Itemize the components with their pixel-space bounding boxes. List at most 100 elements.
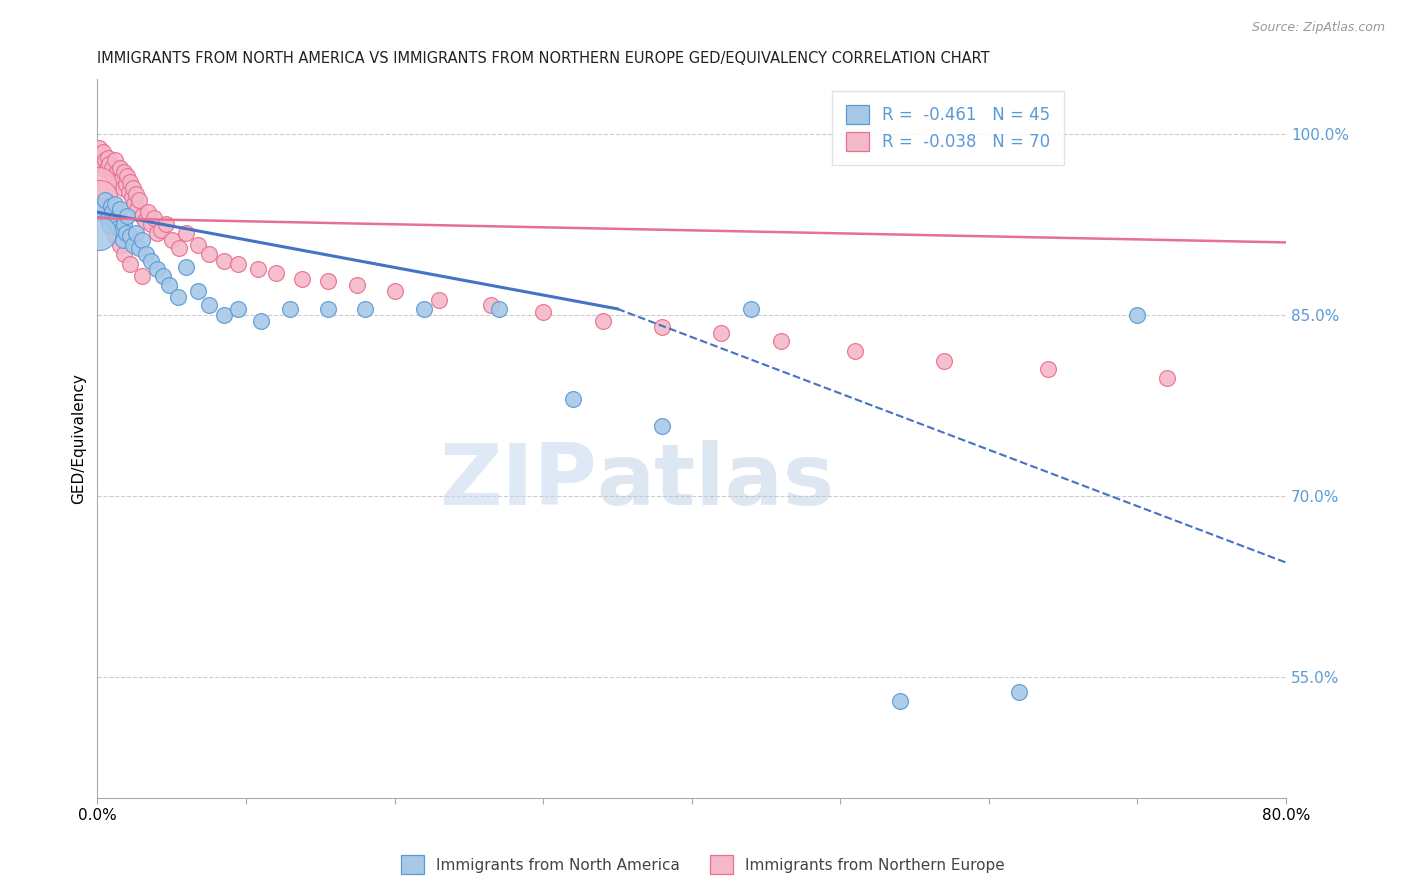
- Point: [90, 157, 112, 171]
- Text: IMMIGRANTS FROM NORTH AMERICA VS IMMIGRANTS FROM NORTHERN EUROPE GED/EQUIVALENCY: IMMIGRANTS FROM NORTH AMERICA VS IMMIGRA…: [97, 51, 990, 66]
- Point: [246, 262, 269, 277]
- Point: [135, 247, 157, 261]
- Point: [114, 178, 136, 192]
- Point: [249, 314, 271, 328]
- Point: [479, 298, 502, 312]
- Point: [651, 320, 673, 334]
- Point: [592, 314, 614, 328]
- Point: [122, 181, 145, 195]
- Point: [1007, 685, 1029, 699]
- Point: [353, 301, 375, 316]
- Point: [1038, 362, 1060, 376]
- Point: [152, 269, 174, 284]
- Point: [346, 277, 368, 292]
- Point: [166, 290, 188, 304]
- Point: [264, 266, 287, 280]
- Point: [104, 153, 127, 168]
- Point: [128, 193, 150, 207]
- Point: [97, 151, 120, 165]
- Text: atlas: atlas: [596, 441, 835, 524]
- Point: [118, 257, 141, 271]
- Point: [94, 153, 117, 168]
- Point: [111, 233, 134, 247]
- Point: [280, 301, 302, 316]
- Point: [710, 326, 733, 340]
- Point: [101, 205, 124, 219]
- Point: [316, 274, 339, 288]
- Point: [94, 205, 117, 219]
- Point: [105, 211, 128, 226]
- Point: [139, 253, 162, 268]
- Point: [104, 196, 127, 211]
- Point: [228, 301, 250, 316]
- Point: [384, 284, 406, 298]
- Point: [160, 233, 183, 247]
- Point: [1126, 308, 1149, 322]
- Point: [531, 305, 554, 319]
- Point: [115, 209, 138, 223]
- Point: [1156, 370, 1178, 384]
- Point: [87, 141, 110, 155]
- Point: [108, 161, 131, 175]
- Point: [97, 211, 120, 226]
- Point: [316, 301, 339, 316]
- Point: [107, 175, 129, 189]
- Point: [121, 189, 143, 203]
- Legend: R =  -0.461   N = 45, R =  -0.038   N = 70: R = -0.461 N = 45, R = -0.038 N = 70: [832, 91, 1064, 165]
- Point: [118, 175, 141, 189]
- Point: [103, 213, 125, 227]
- Point: [122, 237, 145, 252]
- Point: [89, 181, 111, 195]
- Point: [157, 277, 180, 292]
- Point: [104, 229, 127, 244]
- Point: [112, 217, 135, 231]
- Point: [100, 165, 122, 179]
- Point: [100, 221, 122, 235]
- Point: [934, 353, 956, 368]
- Point: [134, 213, 156, 227]
- Point: [197, 298, 219, 312]
- Point: [110, 223, 132, 237]
- Point: [117, 185, 139, 199]
- Point: [155, 217, 177, 231]
- Point: [844, 344, 866, 359]
- Point: [89, 148, 111, 162]
- Point: [413, 301, 436, 316]
- Point: [87, 178, 110, 192]
- Point: [89, 205, 111, 219]
- Point: [212, 253, 235, 268]
- Point: [90, 196, 112, 211]
- Point: [197, 247, 219, 261]
- Point: [96, 163, 118, 178]
- Point: [101, 161, 124, 175]
- Point: [91, 145, 114, 159]
- Text: Source: ZipAtlas.com: Source: ZipAtlas.com: [1251, 21, 1385, 34]
- Point: [769, 334, 792, 349]
- Point: [112, 165, 135, 179]
- Point: [111, 181, 134, 195]
- Point: [142, 211, 165, 226]
- Point: [187, 284, 209, 298]
- Point: [98, 217, 121, 231]
- Point: [108, 202, 131, 216]
- Point: [131, 209, 153, 223]
- Legend: Immigrants from North America, Immigrants from Northern Europe: Immigrants from North America, Immigrant…: [395, 849, 1011, 880]
- Y-axis label: GED/Equivalency: GED/Equivalency: [72, 373, 86, 504]
- Point: [114, 226, 136, 240]
- Point: [112, 247, 135, 261]
- Point: [124, 196, 146, 211]
- Point: [94, 193, 117, 207]
- Point: [128, 242, 150, 256]
- Point: [127, 202, 149, 216]
- Point: [561, 392, 583, 407]
- Point: [97, 213, 120, 227]
- Point: [146, 262, 169, 277]
- Point: [176, 260, 198, 274]
- Point: [110, 172, 132, 186]
- Point: [146, 226, 169, 240]
- Point: [139, 217, 162, 231]
- Point: [125, 226, 148, 240]
- Point: [889, 694, 911, 708]
- Point: [131, 269, 153, 284]
- Point: [651, 419, 673, 434]
